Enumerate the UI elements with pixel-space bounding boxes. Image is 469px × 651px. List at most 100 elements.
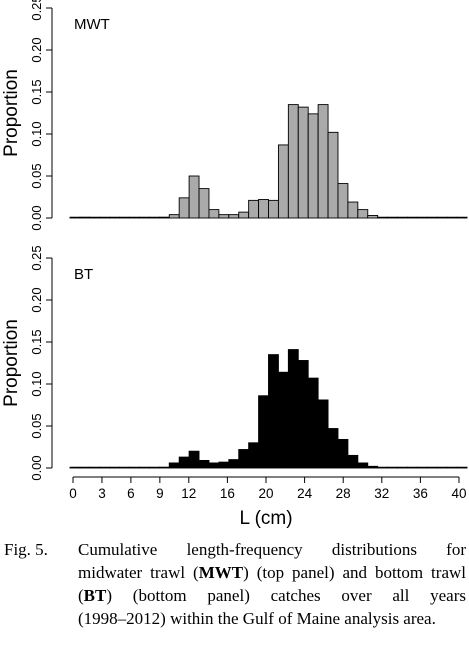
bar bbox=[268, 354, 279, 469]
caption-line: midwater trawl (MWT) (top panel) and bot… bbox=[78, 561, 466, 584]
bar bbox=[407, 216, 418, 219]
figure: 0.00 0.05 0.10 0.15 0.20 0.25 Proportion MWT 0.… bbox=[1, 0, 468, 529]
bar bbox=[228, 214, 240, 219]
bar bbox=[69, 216, 81, 219]
bar bbox=[89, 466, 101, 469]
bar bbox=[119, 216, 131, 219]
bar bbox=[208, 209, 220, 219]
caption-text-segment: Cumulative length-frequency distribution… bbox=[78, 540, 466, 559]
bar bbox=[198, 459, 210, 469]
bar bbox=[99, 216, 111, 219]
x-tick-label: 24 bbox=[297, 486, 313, 501]
x-tick-label: 6 bbox=[127, 486, 135, 501]
bar bbox=[397, 216, 408, 219]
caption-label: Fig. 5. bbox=[4, 540, 48, 559]
bar bbox=[426, 216, 438, 219]
bar bbox=[426, 466, 438, 469]
bar bbox=[337, 438, 349, 469]
bar bbox=[456, 466, 468, 469]
bar bbox=[317, 399, 329, 469]
bar bbox=[407, 466, 418, 469]
y-tick-label: 0.00 bbox=[29, 455, 44, 480]
bar bbox=[277, 371, 289, 469]
x-tick-label: 9 bbox=[156, 486, 164, 501]
y-tick-label: 0.25 bbox=[29, 0, 44, 21]
bar bbox=[446, 466, 458, 469]
x-tick-label: 36 bbox=[413, 486, 428, 501]
bar bbox=[178, 456, 190, 469]
bar bbox=[327, 131, 339, 219]
caption-line: (1998–2012) within the Gulf of Maine ana… bbox=[78, 607, 466, 630]
x-tick-label: 32 bbox=[374, 486, 389, 501]
y-axis-title: Proportion bbox=[1, 319, 22, 407]
bar bbox=[228, 459, 240, 469]
bar bbox=[89, 216, 101, 219]
bar bbox=[168, 214, 180, 219]
y-tick-label: 0.05 bbox=[29, 163, 44, 188]
caption-text-segment: ( bbox=[78, 586, 84, 605]
bar bbox=[69, 466, 81, 469]
y-tick-label: 0.15 bbox=[29, 329, 44, 354]
caption-bold-term: BT bbox=[83, 586, 107, 605]
bar bbox=[248, 199, 260, 219]
bar bbox=[218, 214, 230, 219]
bar bbox=[79, 466, 91, 469]
bar bbox=[337, 183, 349, 219]
bar bbox=[387, 466, 398, 469]
caption-text-segment: (1998–2012) within the Gulf of Maine ana… bbox=[78, 609, 436, 628]
bar bbox=[456, 216, 468, 219]
caption-text: Cumulative length-frequency distribution… bbox=[78, 538, 466, 630]
bar bbox=[357, 209, 369, 219]
bar bbox=[287, 104, 299, 219]
bar bbox=[377, 216, 389, 219]
bar bbox=[168, 462, 180, 469]
bar bbox=[208, 462, 220, 469]
y-tick-label: 0.25 bbox=[29, 245, 44, 270]
caption-line: Cumulative length-frequency distribution… bbox=[78, 538, 466, 561]
bar bbox=[188, 450, 200, 469]
bar bbox=[307, 113, 319, 219]
x-tick-label: 40 bbox=[451, 486, 466, 501]
bar bbox=[158, 466, 170, 469]
bar bbox=[148, 216, 160, 219]
bar bbox=[347, 454, 359, 469]
bar bbox=[139, 216, 150, 219]
x-tick-label: 3 bbox=[98, 486, 106, 501]
caption-text-segment: ) (bottom panel) catches over all years bbox=[106, 586, 466, 605]
bar bbox=[297, 360, 309, 469]
bar bbox=[287, 349, 299, 469]
y-tick-label: 0.15 bbox=[29, 79, 44, 104]
bar bbox=[258, 199, 269, 219]
panel-label: MWT bbox=[74, 16, 110, 33]
bar bbox=[178, 197, 190, 219]
y-axis-title: Proportion bbox=[1, 69, 22, 157]
bar bbox=[248, 442, 260, 469]
bar bbox=[416, 216, 428, 219]
bar bbox=[238, 211, 250, 219]
panel-mwt: 0.00 0.05 0.10 0.15 0.20 0.25 Proportion MWT bbox=[1, 0, 468, 231]
bar bbox=[327, 428, 339, 469]
bar bbox=[397, 466, 408, 469]
bar bbox=[79, 216, 91, 219]
bar bbox=[347, 201, 359, 219]
bar bbox=[367, 465, 379, 469]
bar bbox=[218, 461, 230, 469]
bar bbox=[357, 462, 369, 469]
bar bbox=[416, 466, 428, 469]
y-tick-label: 0.05 bbox=[29, 413, 44, 438]
bar bbox=[307, 377, 319, 469]
y-tick-label: 0.10 bbox=[29, 371, 44, 396]
bar bbox=[198, 188, 210, 219]
bar bbox=[119, 466, 131, 469]
bar bbox=[268, 199, 279, 219]
y-tick-label: 0.10 bbox=[29, 121, 44, 146]
bar bbox=[317, 104, 329, 219]
bar bbox=[258, 395, 269, 469]
bar bbox=[129, 466, 140, 469]
y-tick-label: 0.00 bbox=[29, 205, 44, 230]
x-tick-label: 12 bbox=[181, 486, 196, 501]
bar bbox=[297, 106, 309, 219]
x-tick-label: 20 bbox=[258, 486, 273, 501]
caption-bold-term: MWT bbox=[198, 563, 244, 582]
